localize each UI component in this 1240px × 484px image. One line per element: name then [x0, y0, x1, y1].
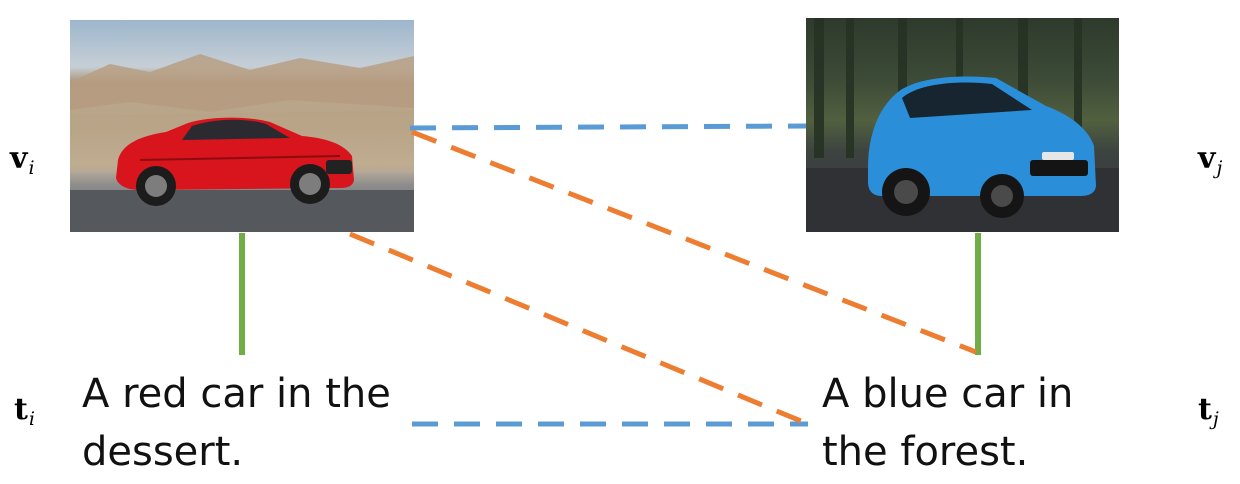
caption-blue-line-1: A blue car in	[822, 371, 1074, 417]
image-i-to-text-j-dashed-line	[411, 129, 977, 355]
symbol-t-j: tj	[1198, 392, 1219, 430]
image-j-to-text-i-dashed-line	[349, 231, 809, 427]
red-car-photo	[70, 20, 414, 232]
blue-car-illustration	[806, 18, 1119, 232]
symbol-t-i: ti	[14, 392, 35, 430]
caption-blue-line-2: the forest.	[822, 429, 1029, 475]
symbol-v-j: vj	[1198, 141, 1223, 179]
caption-blue-car: A blue car in the forest.	[822, 365, 1073, 481]
caption-red-line-2: dessert.	[82, 429, 244, 475]
red-car-illustration	[70, 54, 414, 232]
image-image-dashed-line	[409, 123, 807, 131]
caption-red-line-1: A red car in the	[82, 371, 391, 417]
blue-car-photo	[806, 18, 1119, 232]
symbol-v-i: vi	[10, 141, 35, 179]
caption-red-car: A red car in the dessert.	[82, 365, 391, 481]
